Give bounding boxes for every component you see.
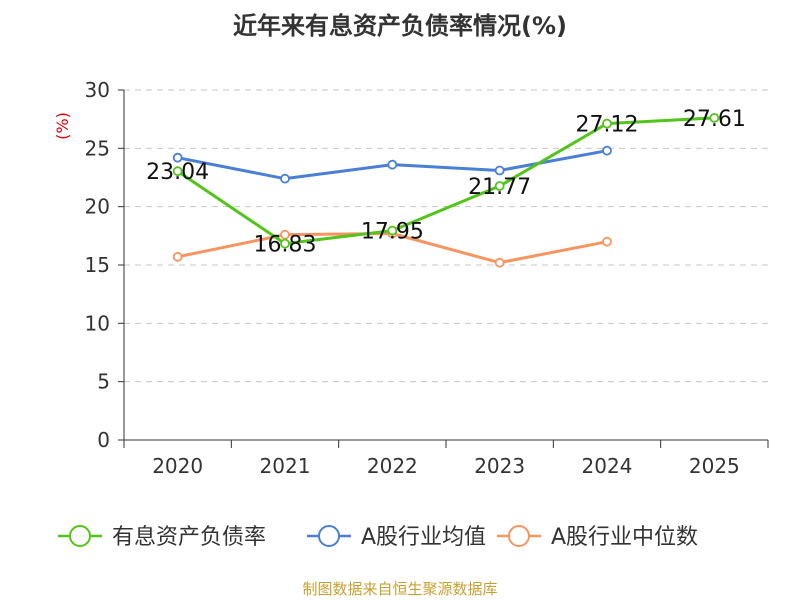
legend-marker [508,525,530,547]
x-tick-label: 2025 [689,454,740,478]
series [172,112,720,268]
y-axis-unit: (%) [53,112,72,140]
data-point [494,165,505,176]
data-point [172,152,183,163]
data-point [280,238,290,249]
y-tick-label: 5 [97,370,110,394]
data-point [602,236,612,247]
legend-label: A股行业均值 [361,525,486,550]
data-point [494,181,505,191]
data-label: 16.83 [254,233,317,258]
data-label: 23.04 [146,160,209,185]
legend-label: 有息资产负债率 [112,525,266,550]
grid [124,89,768,383]
x-tick-label: 2023 [474,454,525,478]
y-tick-label: 0 [97,428,110,452]
data-point [280,229,290,240]
data-point [494,257,505,268]
data-point [387,225,398,236]
data-point [602,145,612,156]
data-point [602,118,612,129]
legend-marker [318,525,340,547]
x-tick-label: 2020 [152,454,203,478]
y-tick-label: 25 [85,136,110,160]
data-label: 27.12 [576,113,639,138]
data-point [280,173,290,184]
y-tick-label: 30 [85,78,110,102]
data-point [172,251,183,262]
x-tick-label: 2022 [367,454,418,478]
data-label: 21.77 [468,175,531,200]
x-tick-label: 2021 [260,454,311,478]
data-labels: 23.04 16.83 17.95 21.77 27.12 27.61 [146,107,746,258]
data-point [387,159,398,170]
y-tick-label: 15 [85,253,110,277]
y-tick-label: 10 [85,311,110,335]
data-point [709,112,720,123]
chart-title: 近年来有息资产负债率情况(%) [233,12,567,40]
legend: 有息资产负债率 A股行业均值 A股行业中位数 [58,525,698,550]
data-label: 17.95 [361,220,424,245]
legend-marker [69,525,91,547]
data-label: 27.61 [683,107,746,132]
x-tick-label: 2024 [582,454,633,478]
data-point [172,166,183,177]
y-tick-label: 20 [85,195,110,219]
source-note: 制图数据来自恒生聚源数据库 [302,580,497,598]
series-line [176,116,715,246]
legend-label: A股行业中位数 [551,525,698,550]
